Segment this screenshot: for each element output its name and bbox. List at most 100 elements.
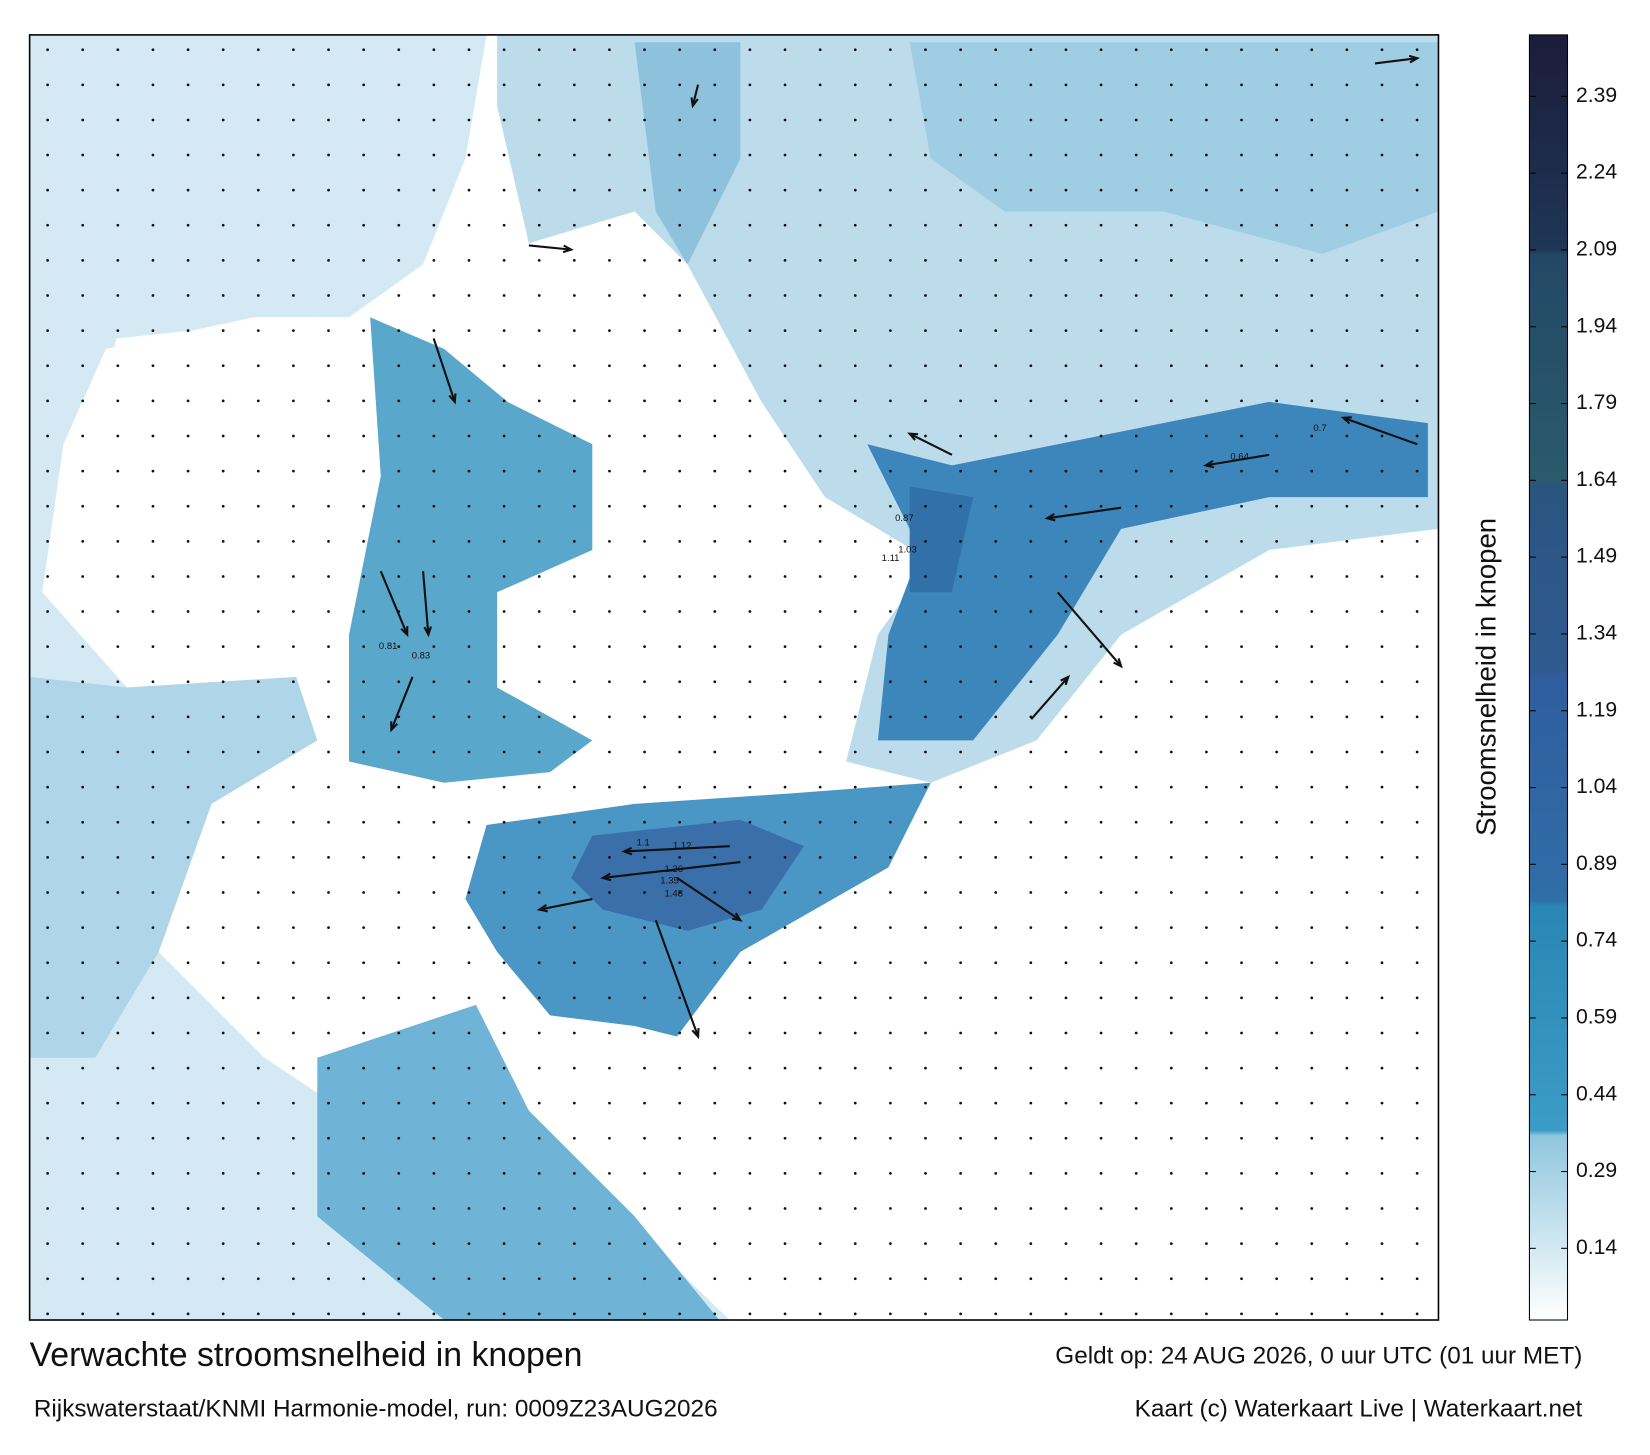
vector-dot xyxy=(1310,1136,1314,1140)
vector-dot xyxy=(1415,1312,1419,1316)
vector-dot xyxy=(256,259,260,262)
vector-dot xyxy=(924,259,927,262)
vector-dot xyxy=(186,750,190,754)
vector-dot xyxy=(1380,750,1384,754)
vector-dot xyxy=(397,48,401,52)
vector-dot xyxy=(116,855,120,859)
vector-dot xyxy=(1169,188,1173,192)
vector-dot xyxy=(572,1277,576,1281)
vector-dot xyxy=(748,1066,752,1070)
vector-dot xyxy=(572,1242,576,1246)
vector-dot xyxy=(748,223,752,227)
vector-dot xyxy=(256,83,260,87)
vector-dot xyxy=(256,715,260,719)
vector-dot xyxy=(1099,1207,1103,1210)
vector-dot xyxy=(572,539,576,543)
vector-dot xyxy=(502,1066,506,1070)
vector-dot xyxy=(924,83,927,87)
vector-dot xyxy=(1240,750,1243,754)
vector-dot xyxy=(783,364,787,368)
vector-dot xyxy=(502,504,506,508)
vector-dot xyxy=(1415,996,1419,1000)
vector-dot xyxy=(467,153,471,157)
arrow-head xyxy=(1044,513,1056,522)
vector-dot xyxy=(924,1101,927,1105)
vector-dot xyxy=(186,469,190,473)
vector-dot xyxy=(292,1136,295,1140)
vector-dot xyxy=(362,188,366,192)
vector-dot xyxy=(1029,1242,1033,1246)
vector-dot xyxy=(362,750,366,754)
vector-dot xyxy=(643,891,646,894)
vector-dot xyxy=(432,820,436,824)
vector-dot xyxy=(1134,996,1138,1000)
vector-dot xyxy=(81,1031,85,1035)
vector-dot xyxy=(292,83,295,87)
vector-dot xyxy=(221,188,225,192)
vector-dot xyxy=(256,399,260,403)
vector-dot xyxy=(1415,1031,1419,1035)
vector-dot xyxy=(81,610,85,613)
vector-dot xyxy=(713,785,717,789)
vector-dot xyxy=(502,329,506,333)
vector-dot xyxy=(186,83,190,87)
vector-dot xyxy=(1310,469,1314,473)
vector-dot xyxy=(221,855,225,859)
vector-dot xyxy=(818,364,822,368)
vector-dot xyxy=(1099,996,1103,1000)
vector-dot xyxy=(1134,891,1138,894)
vector-dot xyxy=(221,1101,225,1105)
vector-dot xyxy=(994,750,998,754)
vector-dot xyxy=(748,399,752,403)
vector-dot xyxy=(643,715,646,719)
vector-dot xyxy=(853,504,857,508)
vector-dot xyxy=(432,1136,436,1140)
vector-dot xyxy=(678,539,682,543)
vector-dot xyxy=(186,1312,190,1316)
vector-dot xyxy=(783,961,787,965)
vector-dot xyxy=(853,1101,857,1105)
vector-dot xyxy=(572,188,576,192)
vector-dot xyxy=(959,188,962,192)
vector-dot xyxy=(608,399,611,403)
vector-dot xyxy=(46,364,49,368)
vector-dot xyxy=(1064,1277,1068,1281)
vector-dot xyxy=(1415,153,1419,157)
vector-dot xyxy=(888,48,892,52)
vector-dot xyxy=(1415,891,1419,894)
vector-dot xyxy=(1099,785,1103,789)
vector-dot xyxy=(1099,118,1103,122)
vector-dot xyxy=(46,1066,49,1070)
vector-dot xyxy=(1240,680,1243,684)
vector-dot xyxy=(1205,259,1208,262)
vector-dot xyxy=(1169,294,1173,297)
vector-dot xyxy=(1310,48,1314,52)
vector-dot xyxy=(888,750,892,754)
vector-dot xyxy=(853,1136,857,1140)
vector-dot xyxy=(537,1136,541,1140)
vector-dot xyxy=(1415,1066,1419,1070)
vector-dot xyxy=(572,1066,576,1070)
vector-dot xyxy=(713,364,717,368)
vector-dot xyxy=(713,223,717,227)
vector-dot xyxy=(1064,1312,1068,1316)
vector-dot xyxy=(432,1066,436,1070)
vector-dot xyxy=(362,926,366,929)
vector-dot xyxy=(818,680,822,684)
vector-dot xyxy=(46,469,49,473)
vector-dot xyxy=(853,1312,857,1316)
vector-dot xyxy=(397,785,401,789)
vector-dot xyxy=(221,1172,225,1175)
vector-dot xyxy=(643,926,646,929)
vector-dot xyxy=(81,399,85,403)
vector-dot xyxy=(397,223,401,227)
vector-dot xyxy=(81,1066,85,1070)
vector-dot xyxy=(1064,223,1068,227)
vector-dot xyxy=(888,855,892,859)
vector-dot xyxy=(748,1312,752,1316)
vector-dot xyxy=(1345,48,1349,52)
vector-dot xyxy=(1099,926,1103,929)
vector-dot xyxy=(46,1207,49,1210)
arrow-head xyxy=(691,1028,700,1040)
vector-dot xyxy=(678,785,682,789)
